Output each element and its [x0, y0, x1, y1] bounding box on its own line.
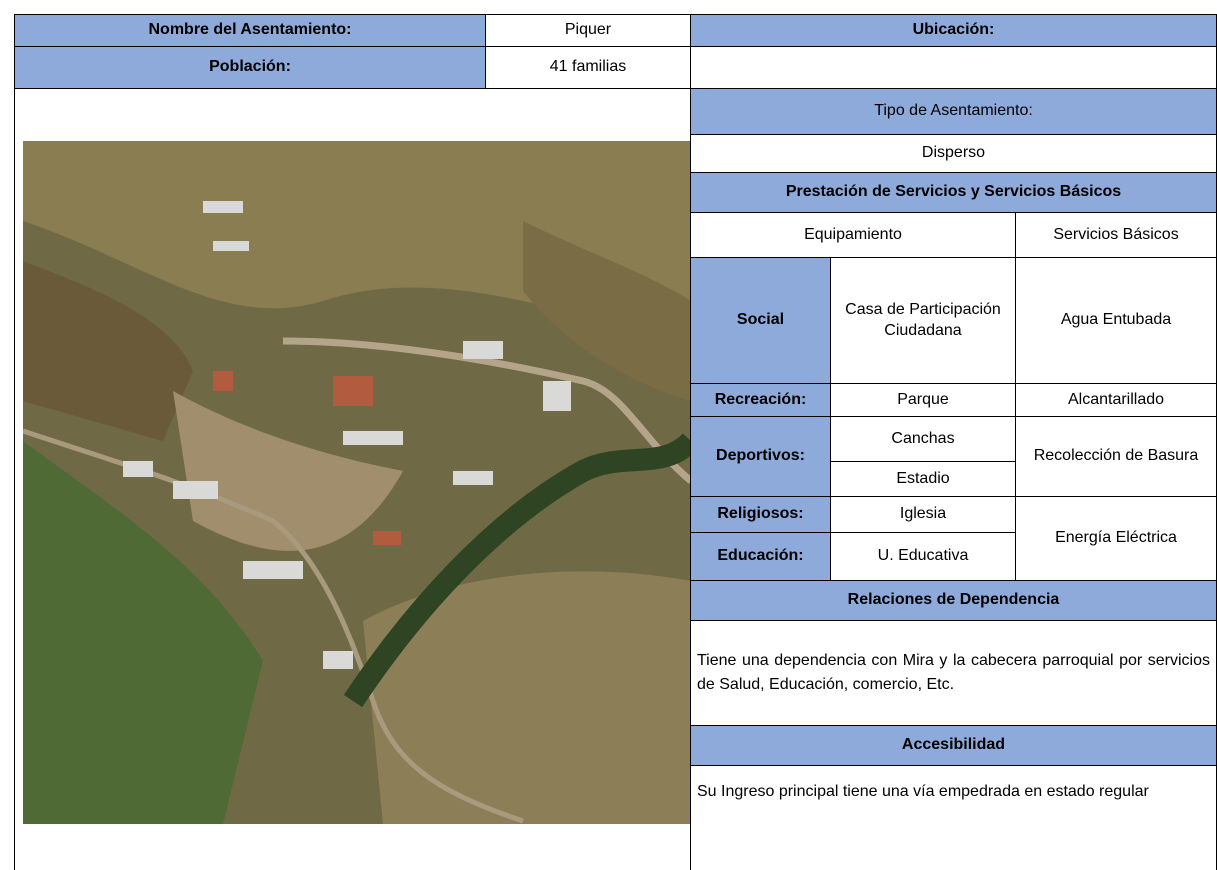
- category: Social: [690, 257, 831, 384]
- type-value: Disperso: [690, 134, 1217, 173]
- equipment: Casa de Participación Ciudadana: [830, 257, 1016, 384]
- basic-service: Agua Entubada: [1015, 257, 1217, 384]
- equipment: Canchas: [830, 416, 1016, 462]
- category: Recreación:: [690, 383, 831, 417]
- location-label: Ubicación:: [690, 14, 1217, 47]
- equipment: U. Educativa: [830, 532, 1016, 581]
- category: Religiosos:: [690, 496, 831, 533]
- equipment-header: Equipamiento: [690, 212, 1016, 258]
- population-value: 41 familias: [485, 46, 691, 89]
- population-label: Población:: [14, 46, 486, 89]
- equipment: Parque: [830, 383, 1016, 417]
- type-label: Tipo de Asentamiento:: [690, 88, 1217, 135]
- accessibility-title: Accesibilidad: [690, 725, 1217, 766]
- accessibility-text: Su Ingreso principal tiene una vía emped…: [690, 765, 1217, 870]
- dependence-text: Tiene una dependencia con Mira y la cabe…: [690, 620, 1217, 726]
- image-cell: [14, 88, 691, 870]
- dependence-title: Relaciones de Dependencia: [690, 580, 1217, 621]
- name-label: Nombre del Asentamiento:: [14, 14, 486, 47]
- equipment: Iglesia: [830, 496, 1016, 533]
- services-title: Prestación de Servicios y Servicios Bási…: [690, 172, 1217, 213]
- location-value: [690, 46, 1217, 89]
- basic-service: Energía Eléctrica: [1015, 496, 1217, 581]
- basic-service: Alcantarillado: [1015, 383, 1217, 417]
- aerial-image: [23, 141, 691, 824]
- name-value: Piquer: [485, 14, 691, 47]
- category: Educación:: [690, 532, 831, 581]
- equipment: Estadio: [830, 461, 1016, 497]
- category: Deportivos:: [690, 416, 831, 497]
- basic-header: Servicios Básicos: [1015, 212, 1217, 258]
- basic-service: Recolección de Basura: [1015, 416, 1217, 497]
